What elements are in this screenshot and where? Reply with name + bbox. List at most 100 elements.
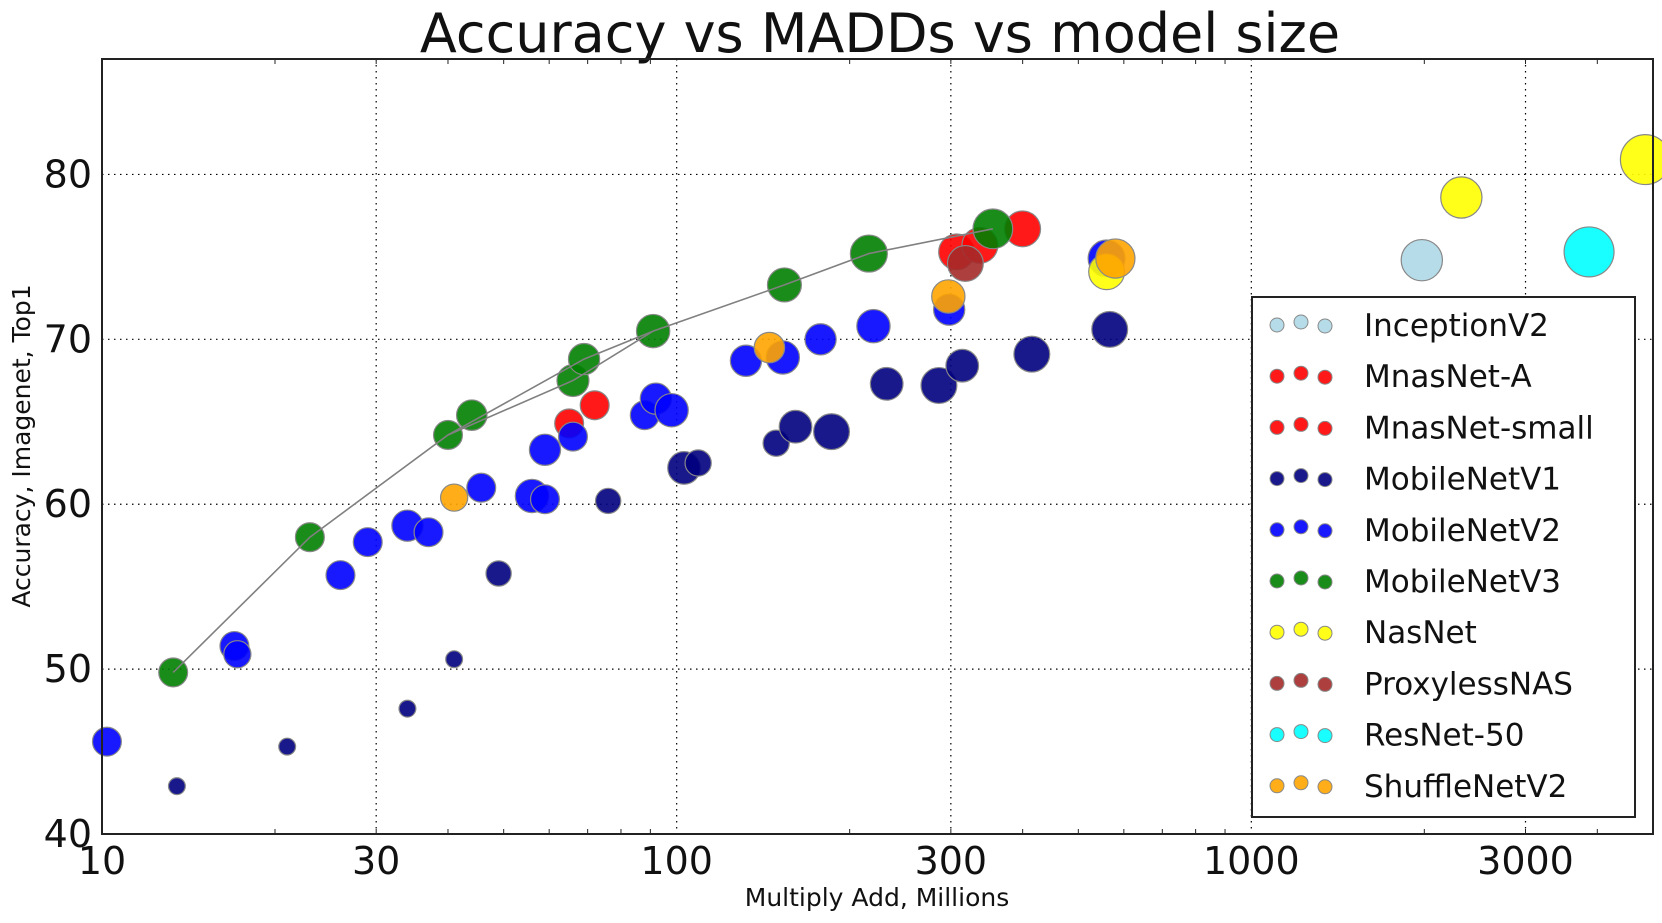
chart-title: Accuracy vs MADDs vs model size [420, 2, 1340, 65]
series-proxylessnas [946, 244, 984, 282]
legend-item: ShuffleNetV2 [1269, 769, 1567, 805]
data-point [455, 399, 488, 431]
data-point [529, 484, 561, 515]
legend-marker-icon [1269, 522, 1285, 538]
legend-marker-icon [1293, 416, 1309, 432]
data-point [439, 483, 469, 512]
x-tick-label: 10 [78, 839, 126, 883]
axis-ticks: 10 30 100 300 1000 3000 40 50 60 70 80 [44, 59, 1598, 883]
legend-marker-icon [1317, 574, 1333, 590]
y-tick-label: 70 [44, 317, 92, 361]
legend-item: NasNet [1269, 615, 1477, 651]
data-point [278, 737, 297, 756]
legend-marker-icon [1269, 624, 1285, 640]
y-tick-label: 50 [44, 647, 92, 691]
data-point [557, 421, 588, 452]
legend-marker-icon [1293, 519, 1309, 535]
legend-marker-icon [1269, 368, 1285, 384]
data-point [1013, 335, 1051, 373]
legend-marker-icon [1293, 570, 1309, 586]
data-point [1563, 226, 1615, 278]
legend-item: MnasNet-small [1269, 410, 1594, 446]
data-point [753, 331, 786, 364]
legend-label: MnasNet-A [1364, 359, 1532, 395]
legend-label: MobileNetV1 [1364, 462, 1561, 498]
legend-item: InceptionV2 [1269, 308, 1549, 344]
plot-frame [101, 58, 1654, 835]
data-point [398, 699, 417, 718]
legend-marker-icon [1317, 728, 1333, 744]
y-tick-label: 80 [44, 152, 92, 196]
trend-line-mobilenetv3-curve-b [447, 330, 654, 436]
data-point [466, 472, 497, 503]
legend-marker-icon [1293, 775, 1309, 791]
legend-label: ResNet-50 [1364, 718, 1524, 754]
legend-marker-icon [1293, 672, 1309, 688]
data-point [856, 308, 891, 344]
legend-marker-icon [1317, 318, 1333, 334]
legend-item: MobileNetV3 [1269, 564, 1561, 600]
x-tick-label: 3000 [1477, 839, 1574, 883]
series-inceptionv2 [1400, 238, 1444, 282]
data-point [945, 348, 980, 383]
data-point [1619, 134, 1662, 186]
legend-marker-icon [1317, 625, 1333, 641]
legend-label: MobileNetV2 [1364, 513, 1561, 549]
data-point [413, 517, 444, 548]
legend-marker-icon [1293, 314, 1309, 330]
legend-marker-icon [1293, 724, 1309, 740]
data-point [813, 413, 851, 451]
series-mobilenetv1 [167, 310, 1129, 796]
data-point [223, 640, 252, 669]
legend-item: ProxylessNAS [1269, 666, 1573, 702]
data-point [445, 650, 464, 669]
series-mobilenetv2 [91, 239, 1126, 757]
data-point [931, 279, 966, 314]
legend-label: InceptionV2 [1364, 308, 1549, 344]
data-point [594, 487, 622, 515]
data-point [804, 323, 837, 356]
legend-marker-icon [1317, 676, 1333, 692]
legend-marker-icon [1293, 365, 1309, 381]
legend-label: NasNet [1364, 615, 1477, 651]
legend-label: ProxylessNAS [1364, 666, 1573, 702]
data-point [485, 560, 512, 587]
legend-marker-icon [1269, 573, 1285, 589]
series-shufflenetv2 [439, 238, 1136, 512]
data-point [778, 409, 813, 444]
series-resnet-50 [1563, 226, 1615, 278]
legend-marker-icon [1317, 523, 1333, 539]
legend-marker-icon [1269, 471, 1285, 487]
y-axis-label: Accuracy, Imagenet, Top1 [7, 284, 36, 607]
x-tick-label: 1000 [1203, 839, 1300, 883]
legend: InceptionV2 MnasNet-A MnasNet-small MobileN… [1251, 296, 1636, 818]
legend-label: MobileNetV3 [1364, 564, 1561, 600]
trend-lines [172, 228, 994, 673]
trend-line-mobilenetv3-curve-a [172, 228, 994, 673]
legend-label: MnasNet-small [1364, 410, 1594, 446]
legend-label: ShuffleNetV2 [1364, 769, 1567, 805]
data-point [1091, 310, 1129, 348]
legend-marker-icon [1293, 468, 1309, 484]
legend-item: ResNet-50 [1269, 718, 1524, 754]
data-point [946, 244, 984, 282]
data-point [91, 726, 122, 757]
data-point [869, 366, 904, 401]
x-tick-label: 30 [352, 839, 400, 883]
x-tick-label: 100 [640, 839, 713, 883]
data-point [654, 392, 689, 428]
data-point [920, 366, 958, 404]
legend-marker-icon [1317, 472, 1333, 488]
data-point [167, 777, 186, 796]
legend-marker-icon [1269, 675, 1285, 691]
data-point [528, 433, 562, 466]
data-point [1400, 238, 1444, 282]
data-point [1095, 238, 1136, 279]
data-point [684, 449, 712, 477]
legend-box [1251, 296, 1636, 818]
data-point [1440, 176, 1483, 219]
legend-item: MobileNetV2 [1269, 513, 1561, 549]
y-tick-label: 40 [44, 812, 92, 856]
legend-marker-icon [1269, 317, 1285, 333]
